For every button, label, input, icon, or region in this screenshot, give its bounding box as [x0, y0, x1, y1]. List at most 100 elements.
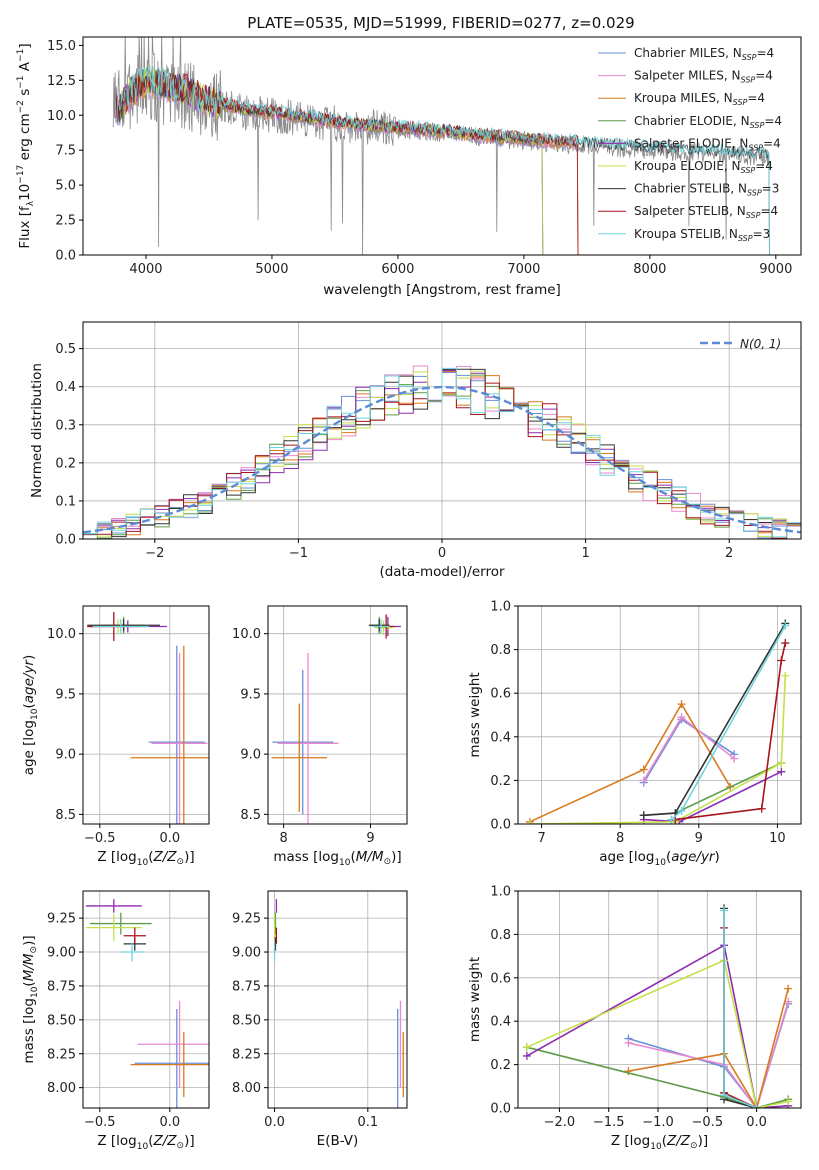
y-tick-label: 9.25: [232, 912, 261, 927]
y-tick-label: 0.8: [490, 643, 511, 658]
y-tick-label: 8.5: [240, 808, 261, 823]
y-tick-label: 0.6: [490, 687, 511, 702]
y-tick-label: 9.0: [55, 748, 76, 763]
plot-age-vs-mass: [271, 614, 401, 824]
x-tick-label: 0: [438, 546, 446, 561]
mass-weight-line: [526, 959, 789, 1108]
axes-age-vs-mass: 8 9 8.5 9.0 9.5 10.0 mass [log10(M/M⊙)]: [232, 605, 408, 868]
y-tick-label: 0.0: [490, 1102, 511, 1117]
x-tick-label: 0.0: [746, 1115, 767, 1130]
axes-mass-vs-EBV: 0.0 0.1 8.00 8.25 8.50 8.75 9.00 9.25 E(B-V): [232, 890, 408, 1149]
y-tick-label: 7.5: [55, 144, 76, 159]
axes-spectrum: 4000 5000 6000 7000 8000 9000 0.0 2.5 5.0 7.5 10.0…: [16, 36, 802, 298]
mass-weight-marker: [757, 804, 766, 813]
x-tick-label: −1: [289, 546, 308, 561]
histogram-step: [83, 367, 801, 538]
y-axis-label: mass weight: [467, 957, 483, 1042]
x-tick-label: 7000: [507, 262, 540, 277]
x-tick-label: 5000: [255, 262, 288, 277]
mass-weight-marker: [667, 815, 676, 824]
x-tick-label: 9000: [759, 262, 792, 277]
mass-weight-marker: [624, 1067, 633, 1076]
x-tick-label: 0.0: [159, 1115, 180, 1130]
x-axis-label: Z [log10(Z/Z⊙)]: [97, 1133, 194, 1152]
y-tick-label: 0.2: [490, 1058, 511, 1073]
axes-mass-weight-vs-Z: −2.0 −1.5 −1.0 −0.5 0.0 0.0 0.2 0.4 0.6 0.8 1.0 Z […: [467, 885, 802, 1152]
x-axis-label: Z [log10(Z/Z⊙)]: [97, 849, 194, 868]
model-spectrum: [115, 65, 770, 255]
plot-mass-weight-vs-Z: [522, 904, 793, 1108]
y-tick-label: 0.0: [55, 249, 76, 264]
axes-mass-vs-Z: −0.5 0.0 8.00 8.25 8.50 8.75 9.00 9.25 Z [log10(…: [21, 890, 210, 1152]
x-axis-label: mass [log10(M/M⊙)]: [273, 849, 401, 868]
x-tick-label: −1.5: [593, 1115, 625, 1130]
y-tick-label: 9.00: [232, 946, 261, 961]
y-tick-label: 9.00: [47, 946, 76, 961]
y-tick-label: 9.5: [55, 687, 76, 702]
mass-weight-marker: [720, 1090, 729, 1099]
y-tick-label: 9.25: [47, 912, 76, 927]
y-tick-label: 0.4: [55, 380, 76, 395]
y-tick-label: 0.0: [490, 818, 511, 833]
x-tick-label: 0.1: [357, 1115, 378, 1130]
legend-entry: Chabrier MILES, NSSP=4: [634, 46, 774, 62]
legend-entry: Kroupa ELODIE, NSSP=4: [634, 159, 773, 175]
legend-entry: Salpeter STELIB, NSSP=4: [634, 204, 778, 220]
y-tick-label: 1.0: [490, 885, 511, 900]
mass-weight-marker: [522, 1043, 531, 1052]
axes-mass-weight-vs-age: 7 8 9 10 0.0 0.2 0.4 0.6 0.8 1.0 age [log10(age/yr…: [467, 600, 802, 868]
legend: Chabrier MILES, NSSP=4 Salpeter MILES, NS…: [598, 46, 782, 243]
legend-entry: Chabrier ELODIE, NSSP=4: [634, 114, 782, 130]
y-tick-label: 8.5: [55, 808, 76, 823]
mass-weight-marker: [525, 820, 534, 824]
y-tick-label: 2.5: [55, 214, 76, 229]
mass-weight-marker: [777, 767, 786, 776]
mass-weight-line: [675, 642, 787, 821]
axes-frame: [82, 36, 802, 256]
mass-weight-marker: [777, 758, 786, 767]
axes-frame: [517, 605, 802, 825]
mass-weight-line: [526, 944, 789, 1108]
normal-curve: [83, 385, 801, 534]
legend-entry: Chabrier STELIB, NSSP=3: [634, 182, 779, 198]
axes-frame: [82, 605, 210, 825]
x-tick-label: −2: [145, 546, 164, 561]
model-spectrum: [115, 71, 579, 255]
mass-weight-marker: [522, 1051, 531, 1060]
plot-area: [268, 606, 407, 824]
y-tick-label: 9.5: [240, 687, 261, 702]
plot-residual-histogram: [83, 365, 801, 539]
mass-weight-marker: [784, 1097, 793, 1106]
y-tick-label: 0.2: [490, 774, 511, 789]
y-tick-label: 0.0: [55, 533, 76, 548]
y-tick-label: 10.0: [47, 627, 76, 642]
mass-weight-line: [628, 1001, 789, 1108]
mass-weight-line: [628, 988, 789, 1108]
mass-weight-marker: [781, 639, 790, 648]
y-tick-label: 8.50: [232, 1013, 261, 1028]
x-axis-label: age [log10(age/yr): [599, 849, 720, 868]
x-axis-label: E(B-V): [317, 1133, 359, 1149]
x-tick-label: 8000: [633, 262, 666, 277]
x-tick-label: −2.0: [544, 1115, 576, 1130]
x-tick-label: 7: [537, 831, 545, 846]
legend-entry: Kroupa MILES, NSSP=4: [634, 91, 765, 107]
legend-entry: Salpeter ELODIE, NSSP=4: [634, 136, 781, 152]
y-tick-label: 8.50: [47, 1013, 76, 1028]
y-tick-label: 8.00: [232, 1081, 261, 1096]
y-tick-label: 1.0: [490, 600, 511, 615]
mass-weight-marker: [677, 700, 686, 709]
x-tick-label: −1.0: [642, 1115, 674, 1130]
mass-weight-marker: [730, 754, 739, 763]
y-tick-label: 8.25: [232, 1047, 261, 1062]
axes-residual-histogram: −2 −1 0 1 2 0.0 0.1 0.2 0.3 0.4 0.5 N(0, 1) (data-mo…: [29, 321, 802, 580]
x-tick-label: 1: [581, 546, 589, 561]
y-axis-label: age [log10(age/yr): [21, 655, 40, 776]
plot-spectrum: [112, 37, 770, 255]
x-tick-label: 9: [695, 831, 703, 846]
y-tick-label: 5.0: [55, 179, 76, 194]
x-tick-label: −0.5: [84, 1115, 116, 1130]
plot-area: [83, 37, 801, 255]
x-tick-label: 10: [769, 831, 786, 846]
